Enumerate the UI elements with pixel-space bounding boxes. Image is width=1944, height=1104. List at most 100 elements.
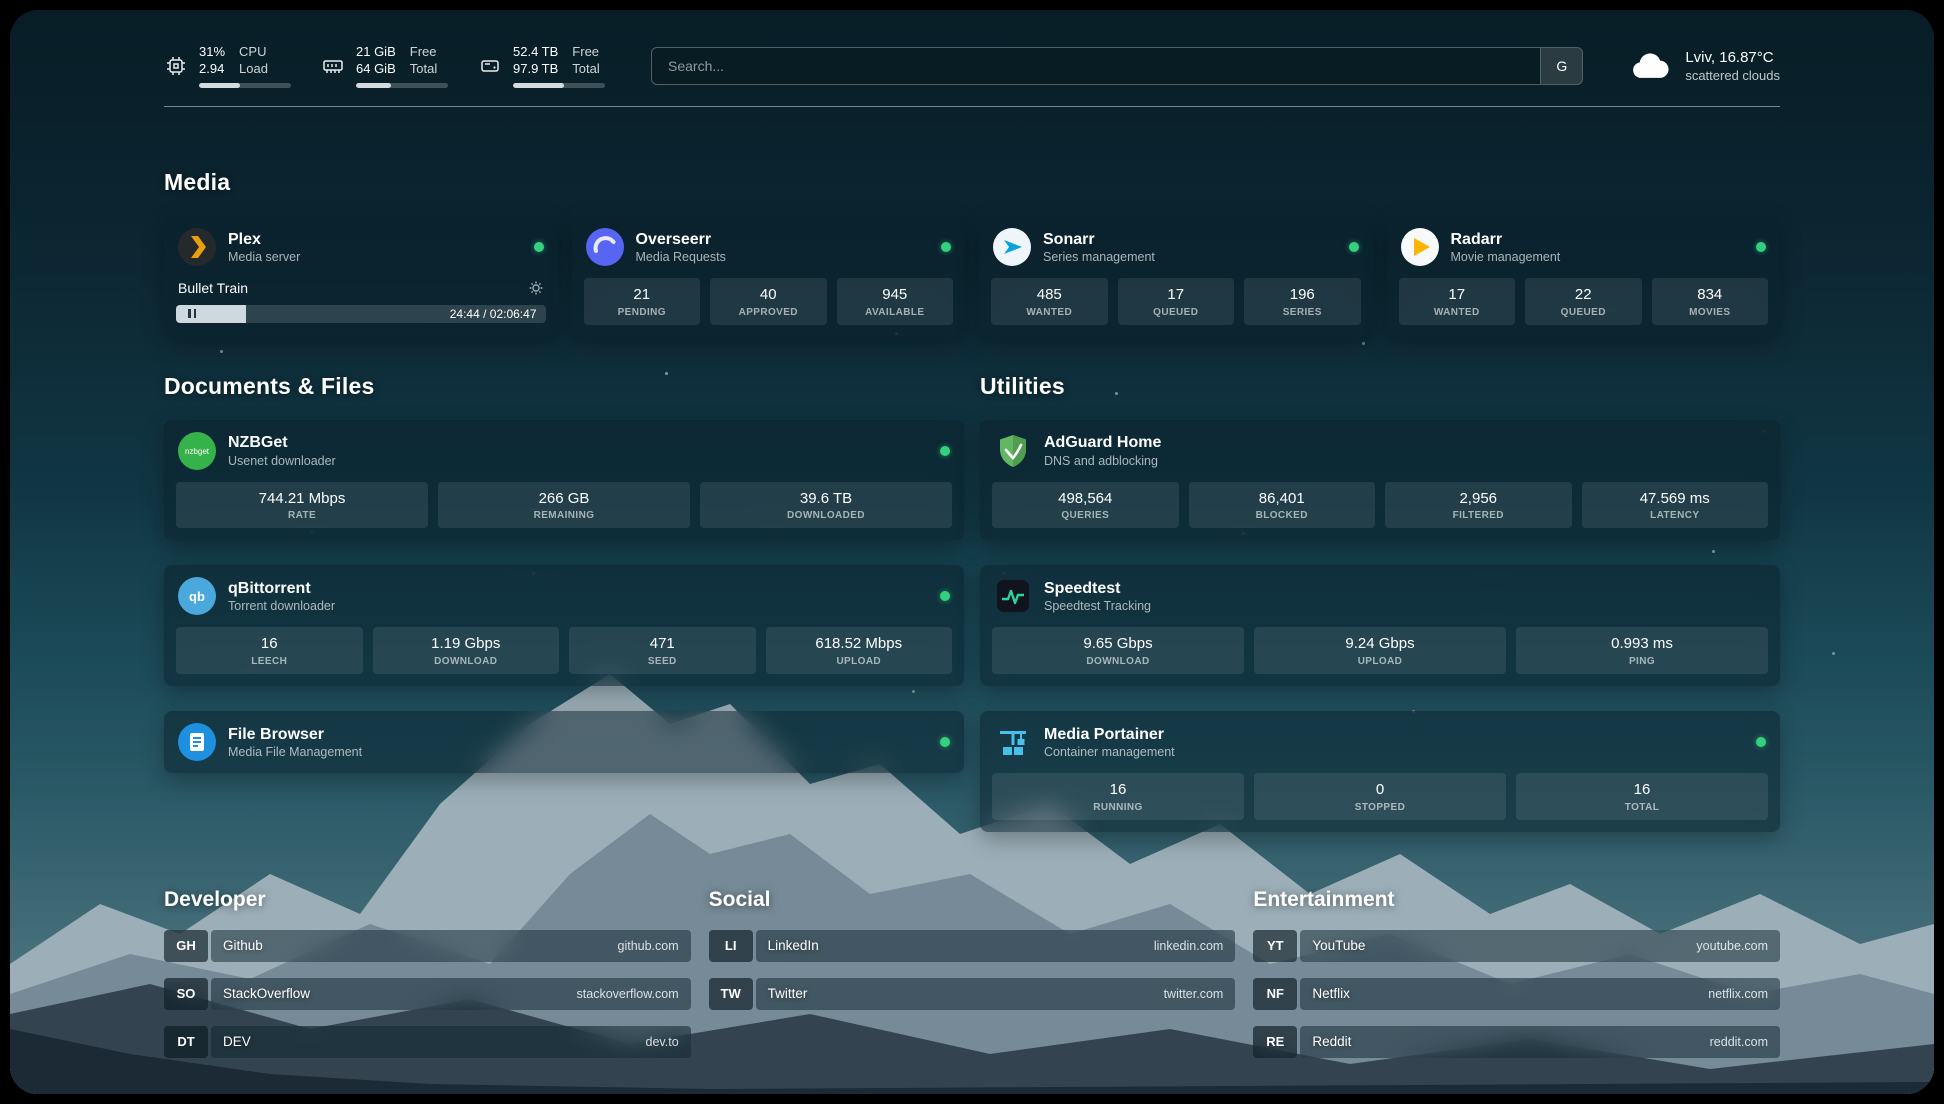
stat-value: 485 xyxy=(1036,285,1062,303)
service-card-overseerr[interactable]: Overseerr Media Requests 21 PENDING 40 A… xyxy=(571,215,965,337)
service-subtitle: Media Requests xyxy=(635,249,726,264)
radarr-icon xyxy=(1400,227,1439,266)
speedtest-icon xyxy=(994,577,1032,615)
disk-free: 52.4 TB xyxy=(513,44,559,59)
service-card-plex[interactable]: Plex Media server Bullet Train xyxy=(164,215,558,337)
stat-blocked: 86,401 BLOCKED xyxy=(1188,481,1375,529)
section-title-documents: Documents & Files xyxy=(164,372,375,399)
memory-total-label: Total xyxy=(409,60,438,76)
stat-queued: 22 QUEUED xyxy=(1525,277,1642,325)
search-provider-button[interactable]: G xyxy=(1540,47,1583,84)
stat-running: 16 RUNNING xyxy=(992,773,1244,820)
memory-free-label: Free xyxy=(409,44,437,59)
stat-value: 17 xyxy=(1167,285,1185,303)
bookmark-domain: dev.to xyxy=(645,1034,679,1049)
stat-label: BLOCKED xyxy=(1255,510,1308,522)
stat-stopped: 0 STOPPED xyxy=(1254,773,1506,820)
stat-download: 1.19 Gbps DOWNLOAD xyxy=(372,627,559,675)
cpu-usage-bar xyxy=(199,82,291,88)
stat-label: QUEUED xyxy=(1153,306,1199,318)
disk-total-label: Total xyxy=(572,60,600,76)
stat-label: DOWNLOADED xyxy=(787,510,865,522)
bookmark-domain: linkedin.com xyxy=(1153,938,1224,953)
stat-label: MOVIES xyxy=(1689,306,1731,318)
stat-value: 471 xyxy=(649,635,675,653)
service-card-portainer[interactable]: Media Portainer Container management 16 … xyxy=(980,711,1780,832)
bookmark-domain: stackoverflow.com xyxy=(576,986,679,1001)
snow-particles xyxy=(10,10,13,13)
stat-label: LATENCY xyxy=(1650,510,1700,522)
section-documents: Documents & Files nzbget NZBGet Usenet d… xyxy=(164,373,964,774)
bookmark-abbr: NF xyxy=(1253,977,1298,1010)
stat-wanted: 485 WANTED xyxy=(991,277,1108,325)
cpu-widget: 31% 2.94 CPU Load xyxy=(164,44,291,88)
bookmark-stackoverflow[interactable]: SO StackOverflow stackoverflow.com xyxy=(164,977,691,1010)
bookmark-linkedin[interactable]: LI LinkedIn linkedin.com xyxy=(708,929,1236,962)
bookmark-abbr: SO xyxy=(164,977,208,1010)
status-dot xyxy=(940,591,950,602)
service-card-radarr[interactable]: Radarr Movie management 17 WANTED 22 QUE… xyxy=(1386,215,1780,337)
bookmark-netflix[interactable]: NF Netflix netflix.com xyxy=(1253,977,1780,1010)
stat-label: DOWNLOAD xyxy=(434,656,498,668)
stat-label: PENDING xyxy=(617,306,666,318)
now-playing-title: Bullet Train xyxy=(178,279,249,296)
stat-label: SERIES xyxy=(1282,306,1322,318)
bookmark-dev[interactable]: DT DEV dev.to xyxy=(164,1025,691,1058)
bookmark-name: DEV xyxy=(223,1034,251,1050)
service-subtitle: Container management xyxy=(1044,745,1175,760)
section-media: Media Plex Media server xyxy=(164,169,1780,337)
cpu-percent: 31% xyxy=(199,44,226,59)
stat-value: 618.52 Mbps xyxy=(815,635,903,653)
bookmark-reddit[interactable]: RE Reddit reddit.com xyxy=(1253,1025,1780,1058)
stat-seed: 471 SEED xyxy=(569,627,756,675)
service-card-nzbget[interactable]: nzbget NZBGet Usenet downloader 744.21 M… xyxy=(164,419,964,541)
stat-upload: 9.24 Gbps UPLOAD xyxy=(1254,627,1506,675)
plex-progress-bar[interactable]: 24:44 / 02:06:47 xyxy=(176,304,546,323)
stat-pending: 21 PENDING xyxy=(583,277,700,325)
bookmark-name: Twitter xyxy=(767,986,808,1002)
bookmark-abbr: LI xyxy=(708,929,753,962)
bookmark-name: Reddit xyxy=(1312,1034,1352,1050)
stat-value: 21 xyxy=(633,285,651,303)
svg-text:qb: qb xyxy=(189,589,205,604)
bookmark-github[interactable]: GH Github github.com xyxy=(164,929,691,962)
stat-label: DOWNLOAD xyxy=(1086,656,1150,668)
status-dot xyxy=(940,445,950,456)
service-subtitle: Torrent downloader xyxy=(228,599,336,614)
service-card-speedtest[interactable]: Speedtest Speedtest Tracking 9.65 Gbps D… xyxy=(980,565,1780,687)
pause-button[interactable] xyxy=(180,307,204,320)
stat-label: WANTED xyxy=(1026,306,1073,318)
service-subtitle: DNS and adblocking xyxy=(1044,453,1158,468)
bookmark-name: Netflix xyxy=(1312,986,1350,1002)
bookmark-abbr: DT xyxy=(164,1025,208,1058)
bookmark-name: StackOverflow xyxy=(223,986,311,1002)
svg-text:nzbget: nzbget xyxy=(185,447,210,456)
header-divider xyxy=(164,105,1780,107)
bookmark-youtube[interactable]: YT YouTube youtube.com xyxy=(1253,929,1780,962)
cpu-load-label: Load xyxy=(239,60,268,76)
stat-label: REMAINING xyxy=(533,510,595,522)
service-card-sonarr[interactable]: Sonarr Series management 485 WANTED 17 Q… xyxy=(979,215,1373,337)
status-dot xyxy=(1756,241,1766,252)
service-title: qBittorrent xyxy=(228,580,311,598)
settings-gear-icon[interactable] xyxy=(528,280,544,296)
service-card-filebrowser[interactable]: File Browser Media File Management xyxy=(164,711,964,774)
bookmark-abbr: YT xyxy=(1253,929,1298,962)
stat-rate: 744.21 Mbps RATE xyxy=(176,481,428,529)
stat-label: RATE xyxy=(287,510,317,522)
stat-label: PING xyxy=(1628,656,1656,668)
service-card-qbittorrent[interactable]: qb qBittorrent Torrent downloader 16 xyxy=(164,565,964,687)
stat-available: 945 AVAILABLE xyxy=(836,277,953,325)
status-dot xyxy=(1756,737,1766,748)
stat-value: 16 xyxy=(1109,781,1127,799)
search-bar: G xyxy=(651,46,1584,85)
dashboard-frame: 31% 2.94 CPU Load xyxy=(10,10,1934,1094)
stat-value: 17 xyxy=(1448,285,1466,303)
bookmark-group-title: Social xyxy=(708,887,771,911)
bookmark-twitter[interactable]: TW Twitter twitter.com xyxy=(708,977,1236,1010)
search-input[interactable] xyxy=(652,47,1541,84)
stat-label: QUEUED xyxy=(1560,306,1606,318)
status-dot xyxy=(941,241,951,252)
service-card-adguard[interactable]: AdGuard Home DNS and adblocking 498,564 … xyxy=(980,419,1780,541)
overseerr-icon xyxy=(585,227,624,266)
